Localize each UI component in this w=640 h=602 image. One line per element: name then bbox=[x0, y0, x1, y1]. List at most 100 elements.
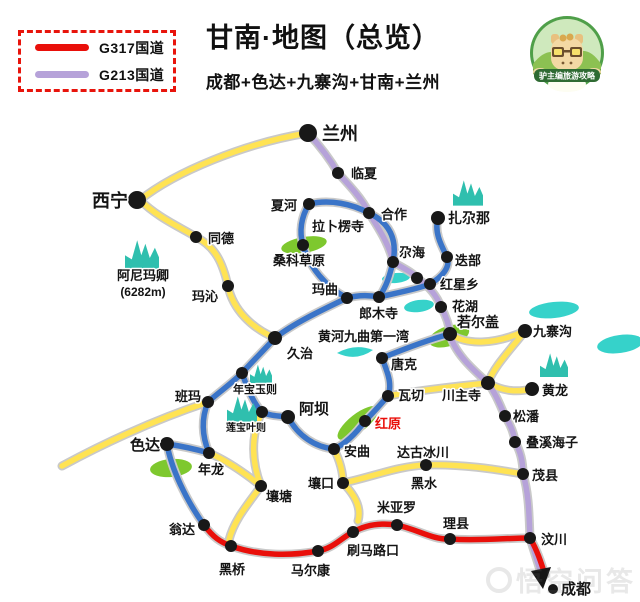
city-label-songpan: 松潘 bbox=[513, 409, 540, 424]
city-label-gahai: 尕海 bbox=[399, 245, 425, 260]
city-dot-gahai bbox=[387, 256, 399, 268]
jiuqu-bend-lake bbox=[337, 347, 373, 357]
road-xining-lanzhou-casing bbox=[135, 128, 313, 205]
city-label-lianbaoyeze: 莲宝叶则 bbox=[226, 421, 266, 434]
travel-blogger-logo: 驴主编旅游攻略 bbox=[530, 16, 604, 92]
city-dot-hongyuan bbox=[359, 415, 371, 427]
city-dot-zhagana bbox=[431, 211, 445, 225]
city-dot-jiuzhi bbox=[268, 331, 282, 345]
city-label-huanglong: 黄龙 bbox=[542, 383, 568, 398]
city-dot-huanglong bbox=[525, 382, 539, 396]
road-g317 bbox=[201, 521, 548, 578]
city-label-xiahe: 夏河 bbox=[270, 198, 297, 213]
g317-label: G317国道 bbox=[99, 39, 165, 56]
city-dot-diexi-haizi bbox=[509, 436, 521, 448]
city-dot-maqin bbox=[222, 280, 234, 292]
city-label-maqin: 玛沁 bbox=[192, 289, 218, 304]
city-label-chuanzhusi: 川主寺 bbox=[441, 388, 481, 403]
city-label-maoxian: 茂县 bbox=[532, 468, 558, 483]
road-seda-wengda bbox=[164, 441, 207, 528]
legend-row-g317: G317国道 bbox=[21, 38, 173, 58]
lake-layer bbox=[337, 272, 640, 357]
g213-label: G213国道 bbox=[99, 66, 165, 83]
road-rangtang-heiqiao bbox=[226, 483, 264, 543]
city-label-sangke-caoyuan: 桑科草原 bbox=[272, 253, 325, 268]
city-dot-lanzhou bbox=[299, 124, 317, 142]
city-label-maqu: 玛曲 bbox=[312, 282, 338, 297]
road-aba-junction-rangtang bbox=[250, 409, 265, 489]
logo-face bbox=[551, 38, 583, 70]
city-label-lanzhou: 兰州 bbox=[322, 123, 358, 144]
logo-lens-right bbox=[572, 49, 580, 55]
city-dot-xining bbox=[128, 191, 146, 209]
city-label-nianbaoyuze: 年宝玉则 bbox=[233, 382, 277, 396]
city-dot-heishui bbox=[420, 459, 432, 471]
city-label-ruoergai: 若尔盖 bbox=[456, 314, 499, 330]
city-label-anqu: 安曲 bbox=[344, 444, 370, 459]
city-label-xining: 西宁 bbox=[92, 190, 128, 211]
city-dot-shuamalukou bbox=[347, 526, 359, 538]
road-sangke-maqu bbox=[300, 242, 350, 301]
city-dot-songpan bbox=[499, 410, 511, 422]
road-rangkou-shuamalukou bbox=[340, 480, 362, 524]
city-dot-heiqiao bbox=[225, 540, 237, 552]
road-maqu-jiuzhi bbox=[272, 295, 350, 341]
city-label-hongyuan: 红原 bbox=[375, 416, 401, 431]
road-xining-lanzhou bbox=[137, 130, 311, 203]
city-label-heishui: 黑水 bbox=[411, 476, 438, 491]
city-label-nianlong: 年龙 bbox=[198, 462, 224, 477]
page-subtitle: 成都+色达+九寨沟+甘南+兰州 bbox=[205, 73, 441, 92]
nianbaoyuze-mountain-icon bbox=[250, 364, 272, 383]
city-label-labuleng-si: 拉卜楞寺 bbox=[312, 219, 364, 234]
city-label-rangkou: 壤口 bbox=[308, 476, 334, 491]
city-label-shuamalukou: 刷马路口 bbox=[347, 543, 399, 558]
city-dot-hongxingxiang-b bbox=[424, 278, 436, 290]
city-dot-wengda bbox=[198, 519, 210, 531]
city-label-miyaluo: 米亚罗 bbox=[377, 500, 416, 515]
city-label-tangke: 唐克 bbox=[391, 357, 417, 372]
huanglong-mountain-icon bbox=[540, 353, 568, 377]
city-label-diebu: 迭部 bbox=[455, 253, 481, 268]
city-label-anyemaqen-elevation: (6282m) bbox=[120, 285, 165, 299]
legend-box: G317国道 G213国道 bbox=[18, 30, 176, 92]
city-dot-waqie bbox=[382, 390, 394, 402]
city-label-rangtang: 壤塘 bbox=[266, 489, 292, 504]
city-label-seda: 色达 bbox=[130, 436, 160, 454]
city-dot-rangtang bbox=[255, 480, 267, 492]
city-dot-xiahe bbox=[303, 198, 315, 210]
lianbaoyeze-mountain-icon bbox=[227, 396, 257, 422]
watermark: 悟空问答 bbox=[486, 560, 640, 599]
city-dot-anqu bbox=[328, 443, 340, 455]
city-label-maerkang: 马尔康 bbox=[291, 563, 331, 578]
logo-glasses-bridge bbox=[564, 50, 570, 53]
g317-line-swatch bbox=[35, 44, 89, 51]
logo-banner bbox=[534, 69, 600, 82]
city-dot-huahu bbox=[435, 301, 447, 313]
city-dot-seda bbox=[160, 437, 174, 451]
city-dot-aba bbox=[281, 410, 295, 424]
city-dot-hongxingxiang-a bbox=[411, 272, 423, 284]
city-label-heiqiao: 黑桥 bbox=[219, 562, 246, 577]
city-dot-tangke bbox=[376, 352, 388, 364]
page-title: 甘南·地图（总览） bbox=[206, 23, 440, 53]
city-dot-jiuzhaigou bbox=[518, 324, 532, 338]
chengdu-direction-arrow-icon bbox=[531, 567, 551, 589]
road-banma-west bbox=[59, 399, 211, 469]
watermark-text: 悟空问答 bbox=[516, 567, 636, 597]
city-label-lixian: 理县 bbox=[443, 516, 469, 531]
city-dot-wenchuan bbox=[524, 532, 536, 544]
city-dot-lianbaoyeze-junction bbox=[256, 406, 268, 418]
city-label-dagu-bingchuan: 达古冰川 bbox=[397, 445, 449, 460]
city-label-wenchuan: 汶川 bbox=[541, 532, 567, 547]
city-label-chengdu: 成都 bbox=[561, 580, 591, 598]
city-label-waqie: 瓦切 bbox=[398, 388, 424, 403]
city-dot-hezuo bbox=[363, 207, 375, 219]
city-dot-banma bbox=[202, 396, 214, 408]
city-dot-linxia bbox=[332, 167, 344, 179]
city-dot-chengdu-bullet bbox=[548, 584, 558, 594]
logo-lens-left bbox=[554, 49, 562, 55]
city-label-anyemaqen: 阿尼玛卿 bbox=[117, 268, 169, 283]
road-waqie-chuanzhusi bbox=[385, 380, 491, 399]
